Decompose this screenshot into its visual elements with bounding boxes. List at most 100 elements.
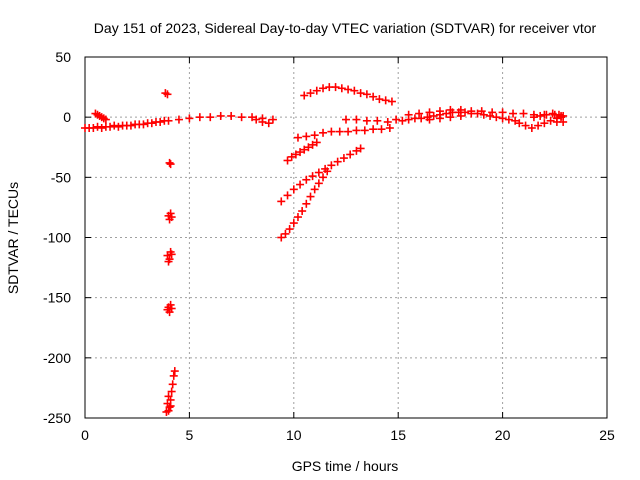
data-point — [304, 143, 313, 152]
grid-lines — [85, 57, 607, 418]
x-tick-label: 5 — [186, 427, 194, 443]
data-point — [446, 105, 455, 114]
data-point — [473, 109, 482, 118]
data-point — [106, 122, 115, 131]
data-point — [126, 121, 135, 130]
data-point — [185, 114, 194, 123]
data-point — [519, 109, 528, 118]
data-point — [529, 113, 538, 122]
data-point — [206, 113, 215, 122]
data-point — [314, 179, 323, 188]
data-point — [268, 115, 277, 124]
data-point — [300, 91, 309, 100]
data-point — [174, 115, 183, 124]
data-point — [548, 109, 557, 118]
data-point — [237, 113, 246, 122]
data-point — [89, 123, 98, 132]
y-tick-label: 50 — [55, 49, 71, 65]
data-point — [477, 107, 486, 116]
data-point — [435, 107, 444, 116]
data-point — [509, 109, 518, 118]
data-point — [552, 117, 561, 126]
data-point — [156, 117, 165, 126]
y-tick-label: -150 — [43, 290, 71, 306]
data-point — [302, 132, 311, 141]
data-point — [147, 119, 156, 128]
data-point — [515, 119, 524, 128]
data-point — [114, 122, 123, 131]
data-point — [377, 125, 386, 134]
data-point — [306, 192, 315, 201]
data-point — [296, 180, 305, 189]
data-point — [327, 161, 336, 170]
data-point — [534, 121, 543, 130]
data-point — [333, 157, 342, 166]
data-point — [383, 117, 392, 126]
data-point — [289, 219, 298, 228]
data-point — [425, 115, 434, 124]
axis-ticks: 0 5 10 15 20 25 -250 -200 -150 -100 -50 0 50 — [43, 49, 615, 443]
data-point — [536, 111, 545, 120]
data-point — [289, 185, 298, 194]
data-point — [97, 123, 106, 132]
data-point — [352, 146, 361, 155]
x-tick-label: 10 — [286, 427, 302, 443]
data-point — [387, 97, 396, 106]
data-point — [404, 110, 413, 119]
data-point — [216, 111, 225, 120]
data-point — [344, 85, 353, 94]
data-point — [170, 367, 179, 376]
data-point — [312, 86, 321, 95]
data-point — [167, 250, 176, 259]
data-point — [110, 121, 119, 130]
data-point — [283, 156, 292, 165]
data-point — [302, 175, 311, 184]
data-point — [511, 116, 520, 125]
data-point — [337, 84, 346, 93]
data-point — [312, 138, 321, 147]
data-point — [298, 207, 307, 216]
data-point — [350, 86, 359, 95]
y-tick-label: -250 — [43, 410, 71, 426]
data-point — [300, 145, 309, 154]
data-point — [248, 113, 257, 122]
data-point — [415, 109, 424, 118]
data-point — [281, 229, 290, 238]
data-point — [356, 144, 365, 153]
data-point — [167, 304, 176, 313]
x-tick-label: 15 — [390, 427, 406, 443]
data-point — [252, 115, 261, 124]
data-point — [165, 255, 174, 264]
data-point — [392, 115, 401, 124]
data-point — [385, 123, 394, 132]
data-point — [293, 133, 302, 142]
data-point — [291, 150, 300, 159]
data-point — [93, 122, 102, 131]
data-point — [165, 158, 174, 167]
data-point — [461, 108, 470, 117]
data-point — [306, 89, 315, 98]
data-point — [327, 127, 336, 136]
data-point — [166, 209, 175, 218]
data-point — [264, 119, 273, 128]
data-point — [283, 191, 292, 200]
data-point — [442, 109, 451, 118]
data-point — [521, 121, 530, 130]
data-point — [167, 387, 176, 396]
data-point — [321, 164, 330, 173]
data-point — [435, 114, 444, 123]
data-point — [285, 225, 294, 234]
data-point — [331, 83, 340, 92]
data-point — [456, 111, 465, 120]
data-point — [163, 90, 172, 99]
data-point — [554, 110, 563, 119]
data-point — [314, 168, 323, 177]
data-point — [342, 115, 350, 124]
data-point — [310, 185, 319, 194]
data-point — [277, 197, 286, 206]
data-point — [335, 127, 344, 136]
data-point — [504, 115, 513, 124]
chart-title: Day 151 of 2023, Sidereal Day-to-day VTE… — [94, 20, 597, 36]
data-point — [165, 403, 174, 412]
